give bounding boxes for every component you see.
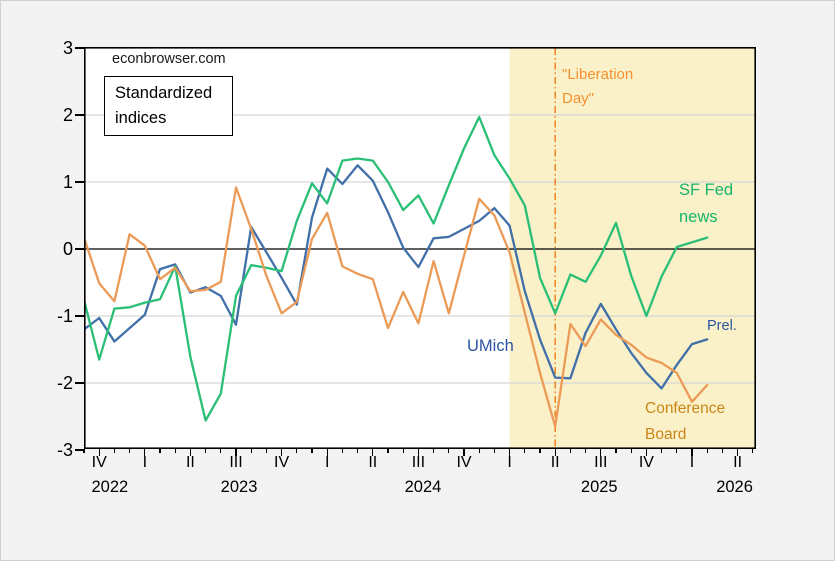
x-axis-tick [554,449,556,456]
x-axis-tick [387,449,389,453]
umich-series-label: UMich [467,337,514,355]
x-axis-year-label: 2022 [91,478,129,496]
plot-frame [84,47,757,449]
x-axis-tick [448,449,450,453]
x-axis-quarter-label: II [733,454,743,471]
y-axis-tick [75,114,84,116]
x-axis-quarter-label: IV [274,454,290,471]
x-axis-tick [83,449,85,453]
x-axis-tick [372,449,374,456]
x-axis-quarter-label: III [594,454,608,471]
x-axis-tick [265,449,268,453]
x-axis-year-label: 2023 [220,478,258,496]
sf-fed-news-series-label: SF Fed news [679,181,734,226]
x-axis-tick [326,449,328,456]
x-axis-tick [463,449,465,456]
x-axis-tick [250,449,252,453]
x-axis-tick [630,449,632,453]
standardized-indices-box: Standardized indices [104,76,233,136]
x-axis-quarter-label: I [142,454,148,471]
x-axis-tick [737,449,739,456]
x-axis-tick [357,449,359,453]
x-axis-tick [569,449,572,453]
x-axis-tick [189,449,192,456]
y-axis-label: -3 [56,440,73,460]
x-axis-tick [417,449,420,456]
x-axis-tick [676,449,678,453]
x-axis-tick [752,449,754,453]
x-axis-quarter-label: II [185,454,195,471]
x-axis-tick [174,449,176,453]
x-axis-tick [493,449,496,453]
x-axis-tick [539,449,541,453]
x-axis-tick [524,449,526,453]
x-axis-tick [220,449,222,453]
y-axis-tick [75,449,84,451]
x-axis-tick [402,449,404,453]
x-axis-quarter-label: III [411,454,426,471]
x-axis-quarter-label: III [229,454,243,471]
x-axis-quarter-label: I [507,454,512,471]
x-axis-quarter-label: II [550,454,560,471]
x-axis-tick [205,449,207,453]
x-axis-quarter-label: I [689,454,695,471]
x-axis-tick [706,449,708,453]
x-axis-year-label: 2026 [716,478,753,496]
x-axis-tick [296,449,298,453]
x-axis-tick [585,449,587,453]
chart-canvas [82,47,757,449]
x-axis-tick [509,449,511,456]
x-axis-quarter-label: II [368,454,378,471]
y-axis-tick [75,47,84,49]
conference-board-series-label: Conference Board [645,400,726,443]
y-axis-label: 0 [62,239,73,259]
y-axis-label: -1 [56,306,73,326]
y-axis-tick [75,248,84,250]
x-axis-tick [129,449,131,453]
series-line-conference-board [82,186,709,428]
x-axis-year-label: 2025 [580,478,618,496]
x-axis-tick [478,449,480,453]
x-axis-tick [281,449,283,456]
x-axis-tick [98,449,100,456]
x-axis-tick [645,449,648,456]
x-axis-tick [721,449,724,453]
plot-area [82,47,757,449]
y-axis-tick [75,315,84,317]
x-axis-tick [600,449,602,456]
x-axis-quarter-label: IV [91,454,107,471]
liberation-day-annotation: "Liberation Day" [562,66,634,107]
x-axis-tick [341,449,344,453]
y-axis-tick [75,181,84,183]
preliminary-data-label: Prel. [707,318,737,334]
x-axis-tick [159,449,161,453]
x-axis-tick [235,449,237,456]
x-axis-tick [691,449,693,456]
x-axis-quarter-label: IV [456,454,472,471]
x-axis-year-label: 2024 [404,478,442,496]
series-line-sf-fed-news [82,115,709,422]
x-axis-tick [311,449,313,453]
x-axis-quarter-label: IV [638,454,654,471]
x-axis-tick [615,449,617,453]
y-axis-tick [75,382,84,384]
y-axis-label: 2 [62,105,73,125]
shaded-region [509,47,756,449]
x-axis-tick [113,449,116,453]
x-axis-quarter-label: I [324,454,330,471]
x-axis-tick [661,449,663,453]
x-axis-tick [144,449,146,456]
x-axis-tick [433,449,435,453]
y-axis-label: -2 [56,373,73,393]
y-axis-label: 3 [62,38,73,58]
watermark-text: econbrowser.com [112,51,226,67]
y-axis-label: 1 [62,172,73,192]
